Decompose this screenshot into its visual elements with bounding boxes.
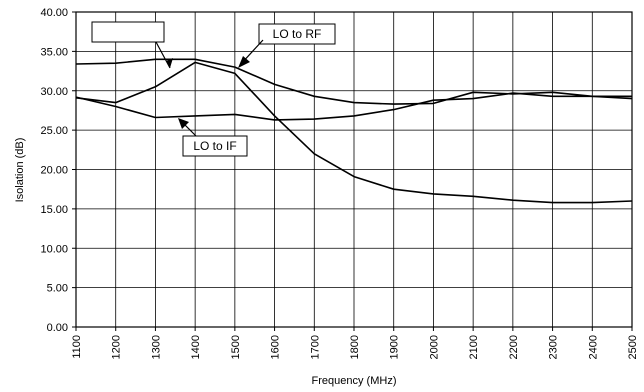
chart-grid bbox=[75, 11, 633, 328]
x-tick-label: 1400 bbox=[190, 335, 202, 359]
y-tick-label: 15.00 bbox=[40, 204, 68, 216]
annotation-lo-to-if: LO to IF bbox=[178, 118, 248, 157]
annotation-lo-to-rf: LO to RF bbox=[238, 23, 336, 68]
x-axis-label: Frequency (MHz) bbox=[312, 375, 397, 387]
annotation-unlabeled-arrowhead bbox=[166, 58, 173, 68]
x-tick-label: 2400 bbox=[587, 335, 599, 359]
y-tick-label: 40.00 bbox=[40, 7, 68, 19]
y-tick-label: 20.00 bbox=[40, 165, 68, 177]
x-tick-label: 1500 bbox=[230, 335, 242, 359]
y-tick-label: 30.00 bbox=[40, 86, 68, 98]
x-tick-label: 1100 bbox=[71, 335, 83, 359]
annotation-lo-to-if-arrowhead bbox=[178, 118, 189, 129]
series-line-1 bbox=[75, 58, 633, 105]
annotation-unlabeled-box bbox=[91, 21, 165, 43]
x-tick-label: 2100 bbox=[468, 335, 480, 359]
series-line-3 bbox=[75, 61, 633, 204]
x-axis-ticks: 1100 1200 1300 1400 1500 1600 1700 1800 1900 2000… bbox=[71, 327, 639, 359]
annotation-unlabeled bbox=[91, 21, 173, 69]
annotation-lo-to-rf-box bbox=[258, 23, 336, 45]
x-tick-label: 1800 bbox=[349, 335, 361, 359]
series-line-2 bbox=[75, 92, 632, 121]
x-tick-label: 1200 bbox=[111, 335, 123, 359]
x-tick-label: 1900 bbox=[389, 335, 401, 359]
y-tick-label: 35.00 bbox=[40, 46, 68, 58]
y-tick-label: 5.00 bbox=[47, 283, 68, 295]
annotation-lo-to-rf-arrowhead bbox=[238, 56, 250, 68]
x-tick-label: 2300 bbox=[548, 335, 560, 359]
y-tick-label: 10.00 bbox=[40, 243, 68, 255]
y-axis-label: Isolation (dB) bbox=[14, 138, 26, 203]
y-tick-label: 25.00 bbox=[40, 125, 68, 137]
x-tick-label: 1700 bbox=[309, 335, 321, 359]
annotation-lo-to-rf-text: LO to RF bbox=[273, 27, 322, 41]
annotation-lo-to-if-text: LO to IF bbox=[193, 139, 236, 153]
annotation-lo-to-if-box bbox=[182, 135, 248, 157]
x-tick-label: 2000 bbox=[428, 335, 440, 359]
x-tick-label: 2200 bbox=[508, 335, 520, 359]
x-tick-label: 1300 bbox=[150, 335, 162, 359]
chart-series bbox=[75, 58, 633, 204]
y-axis-ticks: 0.00 5.00 10.00 15.00 20.00 25.00 30.00 35.00 40… bbox=[40, 7, 76, 334]
x-tick-label: 2500 bbox=[627, 335, 639, 359]
x-tick-label: 1600 bbox=[270, 335, 282, 359]
y-tick-label: 0.00 bbox=[47, 322, 68, 334]
